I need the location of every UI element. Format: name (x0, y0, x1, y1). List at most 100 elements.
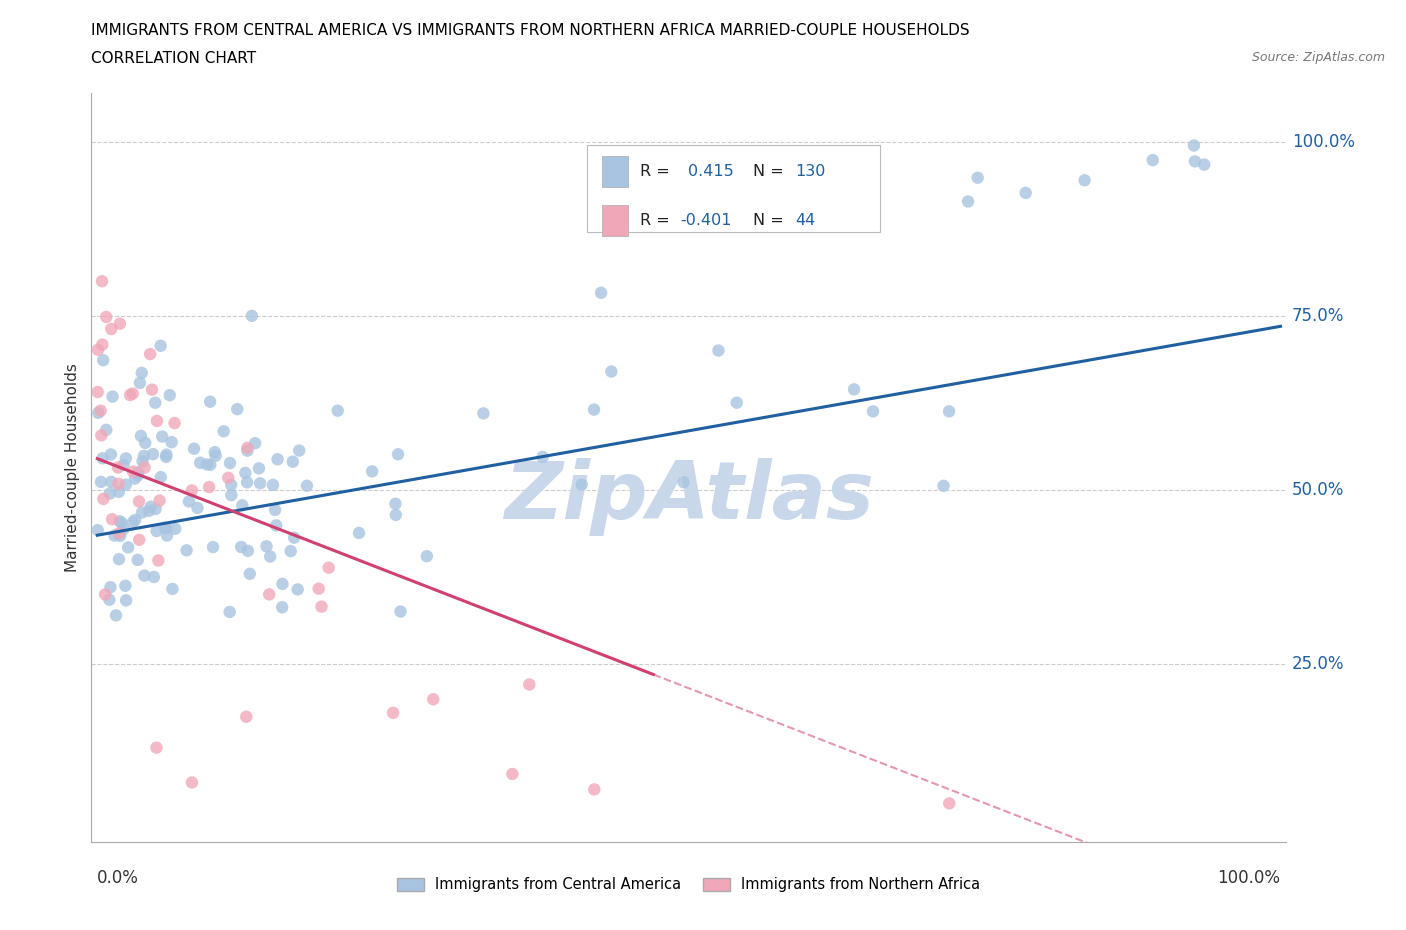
Point (139, 499, 162, 514)
Point (308, 581, 330, 596)
Point (347, 525, 370, 540)
Point (361, 464, 384, 479)
Point (145, 740, 167, 755)
Point (204, 448, 226, 463)
Point (416, 549, 439, 564)
Point (91, 273, 114, 288)
Point (131, 365, 153, 380)
Text: IMMIGRANTS FROM CENTRAL AMERICA VS IMMIGRANTS FROM NORTHERN AFRICA MARRIED-COUPL: IMMIGRANTS FROM CENTRAL AMERICA VS IMMIG… (91, 23, 970, 38)
Point (107, 476, 129, 491)
Point (280, 544, 302, 559)
Point (129, 376, 152, 391)
Point (259, 549, 281, 564)
Point (219, 477, 242, 492)
Point (583, 782, 606, 797)
Point (108, 528, 131, 543)
Point (725, 395, 748, 410)
Point (249, 476, 271, 491)
Point (219, 456, 242, 471)
Point (155, 447, 177, 462)
Point (117, 540, 139, 555)
Point (127, 552, 149, 567)
Point (134, 435, 156, 450)
Point (271, 600, 294, 615)
Point (122, 464, 145, 479)
Point (389, 604, 412, 619)
Text: R =: R = (640, 213, 669, 228)
Point (862, 404, 884, 418)
Point (91, 451, 114, 466)
Point (107, 460, 129, 475)
Point (108, 316, 131, 331)
Text: -0.401: -0.401 (681, 213, 733, 228)
Point (1192, 157, 1215, 172)
Point (87, 523, 110, 538)
Point (256, 538, 278, 553)
Text: R =: R = (640, 164, 669, 179)
Point (200, 458, 222, 472)
Point (243, 436, 266, 451)
Point (131, 454, 153, 469)
Point (531, 449, 554, 464)
Point (159, 388, 181, 403)
Point (1073, 173, 1095, 188)
FancyBboxPatch shape (588, 145, 880, 232)
Point (198, 394, 221, 409)
Point (571, 477, 593, 492)
Point (236, 441, 259, 456)
Point (153, 520, 176, 535)
Point (186, 500, 208, 515)
Point (132, 448, 155, 463)
Point (212, 424, 235, 439)
Point (143, 395, 166, 410)
Point (120, 388, 142, 403)
Point (283, 530, 305, 545)
Point (177, 494, 200, 509)
Point (1142, 153, 1164, 167)
Point (100, 579, 122, 594)
Bar (602, 205, 628, 236)
Point (384, 497, 406, 512)
Text: 0.415: 0.415 (688, 164, 734, 179)
Point (966, 170, 988, 185)
Point (105, 608, 128, 623)
Point (938, 404, 960, 418)
Point (385, 508, 408, 523)
Point (87, 405, 110, 420)
Point (183, 441, 205, 456)
Point (129, 429, 152, 444)
Point (114, 477, 136, 492)
Point (101, 389, 124, 404)
Point (107, 485, 129, 499)
Point (100, 474, 122, 489)
Point (87, 342, 110, 357)
Point (202, 539, 225, 554)
Point (287, 582, 309, 597)
Point (90, 474, 112, 489)
Text: 100.0%: 100.0% (1218, 869, 1281, 886)
Point (149, 339, 172, 353)
Point (295, 478, 318, 493)
Point (163, 416, 186, 431)
Point (146, 414, 169, 429)
Point (134, 568, 156, 583)
Point (121, 515, 143, 530)
Point (112, 522, 135, 537)
Point (98, 486, 121, 501)
Point (141, 382, 163, 397)
Text: N =: N = (754, 164, 785, 179)
Point (103, 528, 125, 543)
Point (311, 599, 333, 614)
Point (134, 460, 156, 475)
Text: 75.0%: 75.0% (1292, 307, 1344, 325)
Point (142, 569, 165, 584)
Text: 100.0%: 100.0% (1292, 133, 1355, 151)
Point (149, 470, 172, 485)
Point (128, 532, 150, 547)
Point (204, 445, 226, 459)
Point (100, 447, 122, 462)
Point (96, 310, 118, 325)
Point (226, 402, 249, 417)
Legend: Immigrants from Central America, Immigrants from Northern Africa: Immigrants from Central America, Immigra… (392, 871, 986, 898)
Point (94, 587, 117, 602)
